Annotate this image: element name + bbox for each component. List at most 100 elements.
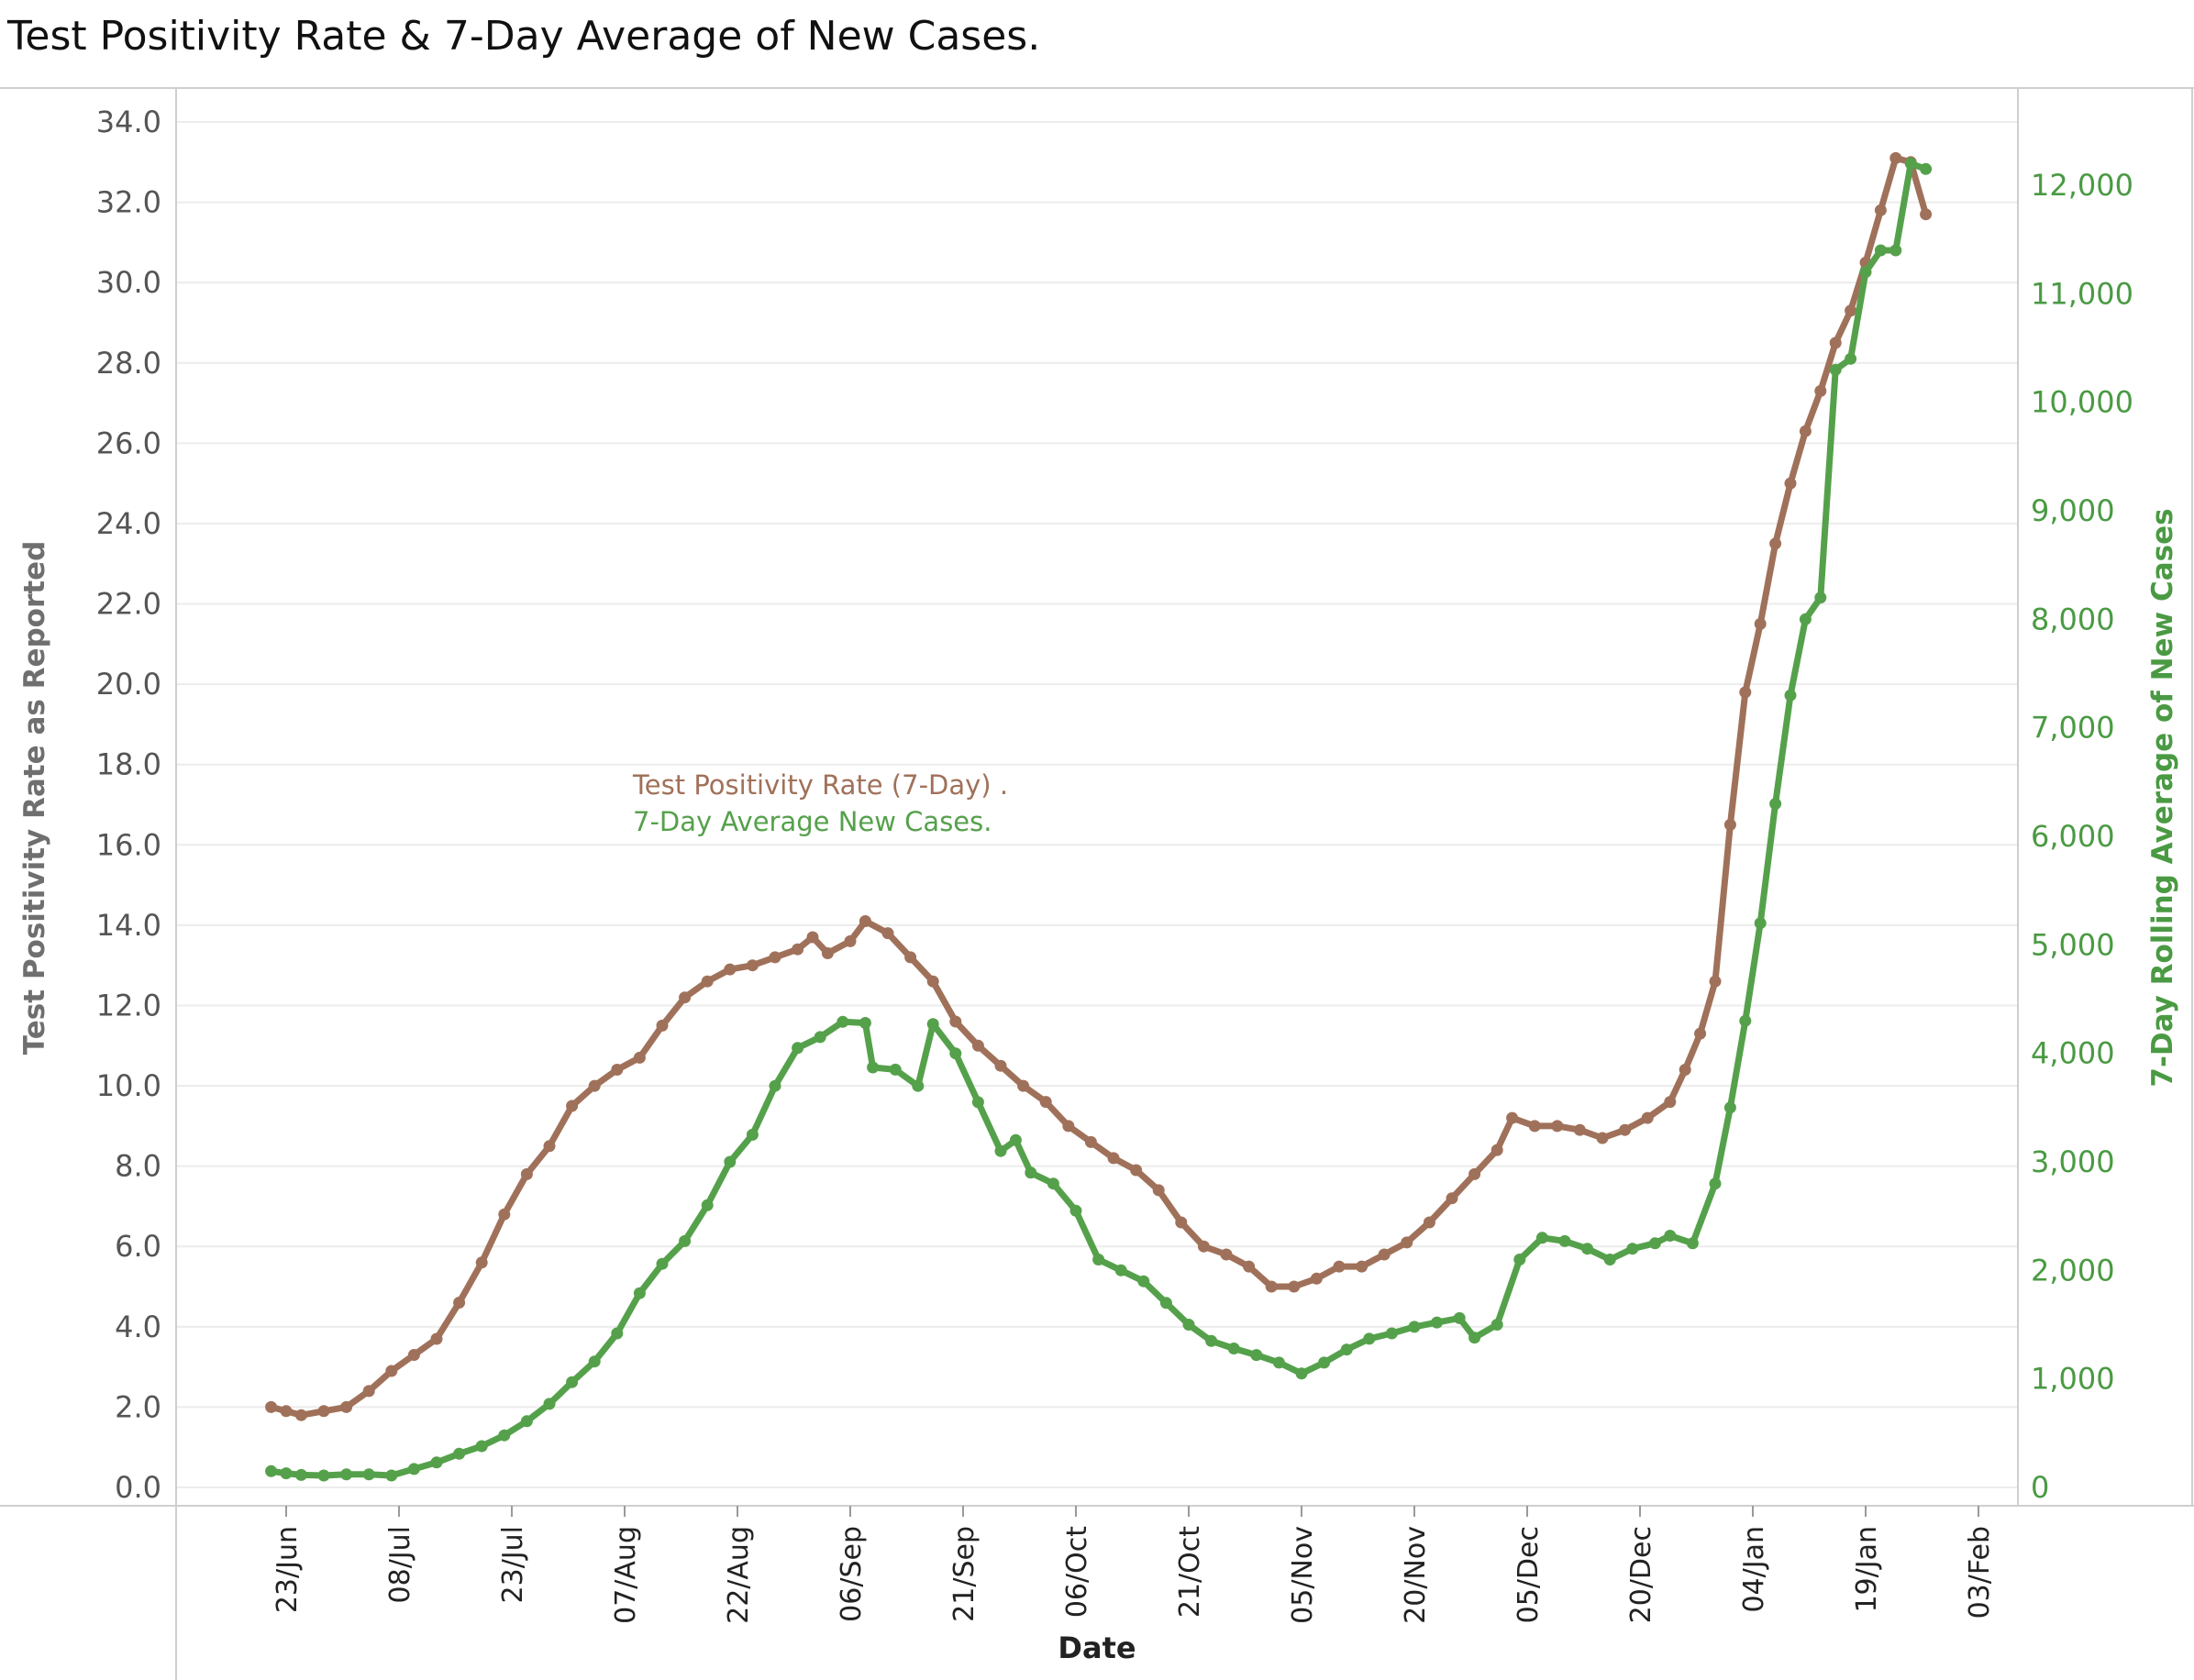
x-tick-label: 05/Dec [1513, 1526, 1545, 1623]
data-point [746, 1128, 759, 1141]
data-point [1664, 1230, 1677, 1242]
data-point [792, 1042, 804, 1055]
data-point [385, 1469, 398, 1482]
x-tick-label: 22/Aug [723, 1526, 755, 1624]
data-point [679, 1234, 692, 1247]
x-tick-label: 08/Jul [384, 1526, 416, 1603]
data-point [1025, 1166, 1037, 1179]
data-point [792, 943, 804, 956]
y-left-tick-label: 10.0 [96, 1068, 161, 1103]
data-point [769, 951, 781, 964]
data-point [1723, 1101, 1736, 1114]
x-tick-label: 19/Jan [1851, 1526, 1883, 1613]
x-tick-label: 06/Oct [1061, 1526, 1093, 1618]
x-tick-label: 05/Nov [1287, 1526, 1319, 1624]
data-point [407, 1349, 420, 1361]
y-right-tick-label: 3,000 [2031, 1144, 2115, 1179]
data-point [1596, 1132, 1609, 1144]
data-point [1295, 1367, 1308, 1380]
data-point [430, 1332, 443, 1345]
data-point [1739, 686, 1752, 699]
data-point [724, 1155, 737, 1168]
data-point [912, 1079, 925, 1092]
data-point [407, 1463, 420, 1476]
y-axis-label-left: Test Positivity Rate as Reported [18, 541, 51, 1056]
y-left-tick-label: 34.0 [96, 105, 161, 139]
y-right-tick-label: 6,000 [2031, 819, 2115, 854]
data-point [340, 1468, 353, 1481]
data-point [1220, 1248, 1233, 1261]
data-point [881, 927, 894, 940]
data-point [1829, 363, 1842, 376]
data-point [867, 1061, 880, 1074]
y-left-tick-label: 26.0 [96, 426, 161, 460]
data-point [317, 1469, 330, 1482]
data-point [1506, 1111, 1519, 1124]
data-point [1009, 1133, 1022, 1146]
data-point [475, 1256, 488, 1269]
data-point [1619, 1123, 1632, 1136]
data-point [1069, 1204, 1082, 1217]
series-line [268, 160, 1930, 1479]
data-point [814, 1031, 826, 1044]
data-point [611, 1064, 624, 1076]
y-left-tick-label: 22.0 [96, 587, 161, 622]
series-line [268, 154, 1930, 1419]
data-point [1845, 352, 1857, 365]
data-point [1920, 208, 1933, 221]
data-point [543, 1140, 556, 1153]
data-point [1694, 1027, 1707, 1040]
data-point [1378, 1248, 1391, 1261]
x-tick-label: 20/Dec [1625, 1526, 1657, 1623]
y-left-tick-label: 14.0 [96, 908, 161, 943]
data-point [294, 1468, 307, 1481]
data-point [1551, 1120, 1564, 1133]
data-point [566, 1376, 579, 1388]
y-right-tick-label: 12,000 [2031, 168, 2133, 203]
data-point [294, 1409, 307, 1421]
data-point [566, 1100, 579, 1112]
data-point [1333, 1260, 1346, 1273]
data-point [588, 1079, 601, 1092]
data-point [1047, 1177, 1059, 1190]
data-point [1686, 1237, 1699, 1250]
data-point [994, 1059, 1007, 1072]
series-cases [265, 157, 1933, 1482]
data-point [1423, 1216, 1435, 1229]
data-point [1490, 1319, 1503, 1331]
data-point [1573, 1123, 1586, 1136]
data-point [821, 947, 834, 959]
data-point [1468, 1167, 1481, 1180]
data-point [1490, 1144, 1503, 1156]
data-point [769, 1079, 781, 1092]
left-axis-ticks: 0.0 2.0 4.0 6.0 8.0 10.0 12.0 14.0 16.0 18.0 20.0 2… [96, 105, 161, 1505]
data-point [1175, 1216, 1188, 1229]
data-point [1814, 384, 1827, 397]
y-right-tick-label: 4,000 [2031, 1036, 2115, 1071]
data-point [806, 931, 819, 944]
x-tick-label: 04/Jan [1738, 1526, 1770, 1613]
legend-positivity: Test Positivity Rate (7-Day) . [632, 769, 1008, 801]
data-point [1017, 1079, 1030, 1092]
y-left-tick-label: 18.0 [96, 747, 161, 782]
data-point [1356, 1260, 1368, 1273]
data-point [1159, 1297, 1172, 1310]
data-point [1227, 1343, 1240, 1354]
x-tick-label: 20/Nov [1400, 1526, 1432, 1624]
data-point [1092, 1254, 1105, 1266]
grid [176, 121, 2018, 1488]
data-point [1528, 1120, 1541, 1133]
data-point [859, 1017, 871, 1029]
y-right-tick-label: 9,000 [2031, 493, 2115, 528]
data-point [1130, 1164, 1143, 1177]
data-point [1648, 1237, 1661, 1250]
x-tick-label: 07/Aug [610, 1526, 642, 1624]
data-point [280, 1467, 293, 1480]
y-left-tick-label: 0.0 [115, 1470, 161, 1505]
data-point [1310, 1272, 1323, 1285]
data-point [1889, 244, 1902, 257]
data-point [1535, 1232, 1548, 1244]
data-point [1431, 1316, 1444, 1329]
y-left-tick-label: 28.0 [96, 346, 161, 381]
data-point [1799, 425, 1812, 437]
